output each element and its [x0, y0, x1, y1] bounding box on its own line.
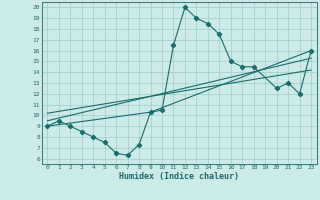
X-axis label: Humidex (Indice chaleur): Humidex (Indice chaleur): [119, 172, 239, 181]
